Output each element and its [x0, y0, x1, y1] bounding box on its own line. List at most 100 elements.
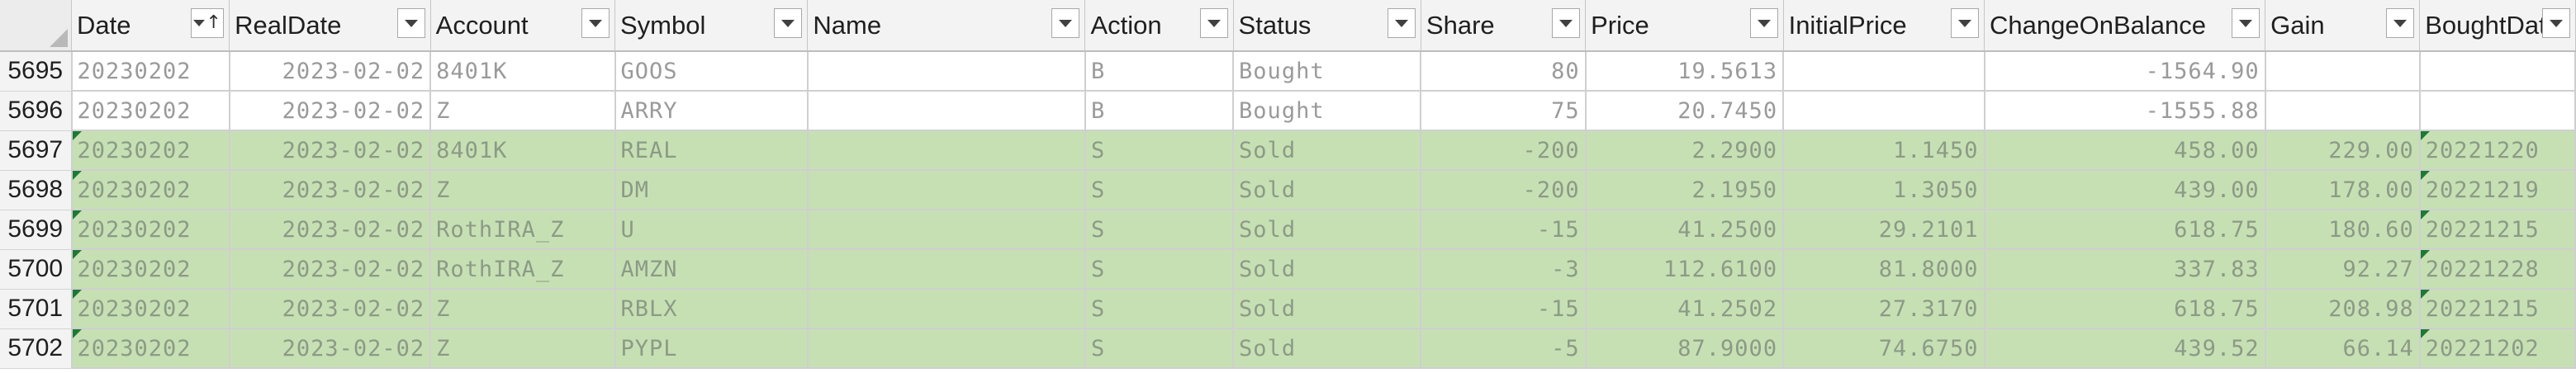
cell-account[interactable]: RothIRA_Z: [429, 248, 616, 290]
cell-symbol[interactable]: DM: [614, 169, 809, 210]
cell-status[interactable]: Bought: [1232, 90, 1422, 131]
filter-dropdown-button[interactable]: [581, 8, 610, 38]
cell-share[interactable]: -3: [1420, 248, 1587, 290]
cell-gain[interactable]: 178.00: [2264, 169, 2421, 210]
cell-status[interactable]: Sold: [1232, 169, 1422, 210]
cell-action[interactable]: S: [1084, 248, 1235, 290]
column-header-boughtdate[interactable]: BoughtDate: [2419, 0, 2576, 52]
cell-change[interactable]: 618.75: [1983, 209, 2266, 250]
cell-action[interactable]: B: [1084, 50, 1235, 92]
cell-account[interactable]: RothIRA_Z: [429, 209, 616, 250]
column-header-name[interactable]: Name: [807, 0, 1086, 52]
filter-dropdown-button[interactable]: [1552, 8, 1581, 38]
cell-change[interactable]: 439.52: [1983, 328, 2266, 369]
column-header-realdate[interactable]: RealDate: [229, 0, 431, 52]
filter-dropdown-button[interactable]: [1199, 8, 1228, 38]
cell-share[interactable]: -200: [1420, 169, 1587, 210]
cell-price[interactable]: 19.5613: [1584, 50, 1785, 92]
cell-change[interactable]: -1564.90: [1983, 50, 2266, 92]
cell-account[interactable]: Z: [429, 90, 616, 131]
cell-action[interactable]: S: [1084, 288, 1235, 329]
cell-initialprice[interactable]: 29.2101: [1782, 209, 1985, 250]
cell-change[interactable]: 439.00: [1983, 169, 2266, 210]
cell-share[interactable]: 80: [1420, 50, 1587, 92]
cell-status[interactable]: Sold: [1232, 130, 1422, 171]
cell-name[interactable]: [806, 248, 1086, 290]
cell-status[interactable]: Sold: [1232, 328, 1422, 369]
cell-price[interactable]: 2.1950: [1584, 169, 1785, 210]
cell-status[interactable]: Bought: [1232, 50, 1422, 92]
cell-action[interactable]: B: [1084, 90, 1235, 131]
cell-symbol[interactable]: U: [614, 209, 809, 250]
cell-initialprice[interactable]: 74.6750: [1782, 328, 1985, 369]
cell-name[interactable]: [806, 169, 1086, 210]
cell-date[interactable]: 20230202: [70, 248, 230, 290]
cell-price[interactable]: 41.2500: [1584, 209, 1785, 250]
cell-realdate[interactable]: 2023-02-02: [228, 130, 432, 171]
cell-initialprice[interactable]: [1782, 90, 1985, 131]
cell-realdate[interactable]: 2023-02-02: [228, 50, 432, 92]
cell-symbol[interactable]: AMZN: [614, 248, 809, 290]
row-number-header[interactable]: 5696: [0, 91, 73, 131]
row-number-header[interactable]: 5697: [0, 130, 73, 171]
cell-bought[interactable]: 20221215: [2418, 209, 2576, 250]
cell-gain[interactable]: [2264, 90, 2421, 131]
cell-gain[interactable]: 92.27: [2264, 248, 2421, 290]
cell-price[interactable]: 112.6100: [1584, 248, 1785, 290]
column-header-status[interactable]: Status: [1233, 0, 1421, 52]
cell-realdate[interactable]: 2023-02-02: [228, 90, 432, 131]
cell-symbol[interactable]: RBLX: [614, 288, 809, 329]
filter-dropdown-button[interactable]: [1387, 8, 1416, 38]
cell-price[interactable]: 20.7450: [1584, 90, 1785, 131]
cell-share[interactable]: -15: [1420, 288, 1587, 329]
cell-date[interactable]: 20230202: [70, 90, 230, 131]
cell-status[interactable]: Sold: [1232, 248, 1422, 290]
cell-action[interactable]: S: [1084, 130, 1235, 171]
cell-initialprice[interactable]: 27.3170: [1782, 288, 1985, 329]
filter-dropdown-button[interactable]: [1749, 8, 1778, 38]
cell-symbol[interactable]: ARRY: [614, 90, 809, 131]
cell-realdate[interactable]: 2023-02-02: [228, 169, 432, 210]
cell-status[interactable]: Sold: [1232, 288, 1422, 329]
cell-account[interactable]: 8401K: [429, 130, 616, 171]
row-number-header[interactable]: 5702: [0, 328, 73, 369]
cell-status[interactable]: Sold: [1232, 209, 1422, 250]
cell-bought[interactable]: 20221219: [2418, 169, 2576, 210]
cell-symbol[interactable]: GOOS: [614, 50, 809, 92]
cell-initialprice[interactable]: 1.3050: [1782, 169, 1985, 210]
cell-share[interactable]: 75: [1420, 90, 1587, 131]
cell-initialprice[interactable]: [1782, 50, 1985, 92]
column-header-action[interactable]: Action: [1084, 0, 1234, 52]
column-header-date[interactable]: Date ↑: [71, 0, 230, 52]
cell-initialprice[interactable]: 81.8000: [1782, 248, 1985, 290]
column-header-gain[interactable]: Gain: [2265, 0, 2421, 52]
cell-bought[interactable]: [2418, 90, 2576, 131]
row-number-header[interactable]: 5695: [0, 51, 73, 92]
filter-dropdown-button[interactable]: [1951, 8, 1980, 38]
column-header-price[interactable]: Price: [1585, 0, 1784, 52]
filter-sort-ascending-button[interactable]: ↑: [191, 8, 225, 38]
column-header-symbol[interactable]: Symbol: [614, 0, 809, 52]
cell-bought[interactable]: 20221228: [2418, 248, 2576, 290]
cell-account[interactable]: Z: [429, 288, 616, 329]
cell-price[interactable]: 41.2502: [1584, 288, 1785, 329]
cell-date[interactable]: 20230202: [70, 130, 230, 171]
filter-dropdown-button[interactable]: [396, 8, 425, 38]
cell-action[interactable]: S: [1084, 169, 1235, 210]
cell-action[interactable]: S: [1084, 328, 1235, 369]
cell-account[interactable]: Z: [429, 169, 616, 210]
column-header-initialprice[interactable]: InitialPrice: [1783, 0, 1985, 52]
cell-name[interactable]: [806, 90, 1086, 131]
filter-dropdown-button[interactable]: [2386, 8, 2415, 38]
row-number-header[interactable]: 5701: [0, 289, 73, 329]
cell-symbol[interactable]: PYPL: [614, 328, 809, 369]
column-header-account[interactable]: Account: [430, 0, 616, 52]
row-number-header[interactable]: 5699: [0, 210, 73, 250]
cell-account[interactable]: 8401K: [429, 50, 616, 92]
cell-change[interactable]: -1555.88: [1983, 90, 2266, 131]
cell-gain[interactable]: 66.14: [2264, 328, 2421, 369]
cell-realdate[interactable]: 2023-02-02: [228, 248, 432, 290]
cell-name[interactable]: [806, 50, 1086, 92]
cell-bought[interactable]: 20221202: [2418, 328, 2576, 369]
cell-realdate[interactable]: 2023-02-02: [228, 209, 432, 250]
